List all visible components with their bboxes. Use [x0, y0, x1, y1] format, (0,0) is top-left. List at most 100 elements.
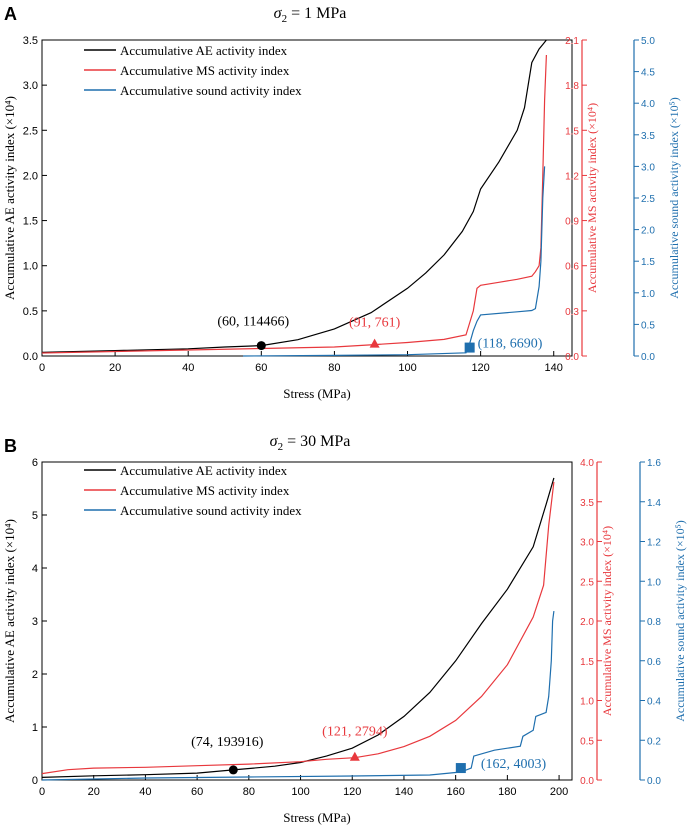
y-tick-label-ms: 2.0	[580, 617, 594, 628]
y-tick-label-sound: 3.0	[641, 162, 655, 173]
y-tick-label-sound: 1.2	[647, 538, 661, 549]
y-tick-label-ae: 2.0	[23, 170, 38, 182]
panel-label-b: B	[4, 436, 17, 456]
x-tick-label: 80	[328, 362, 340, 374]
y-tick-label-ms: 2.1	[565, 36, 579, 47]
annotation-marker-square	[464, 342, 475, 353]
y-tick-label-sound: 0.4	[647, 697, 661, 708]
y-tick-label-ae: 2	[32, 669, 38, 681]
y-axis-label-ms: Accumulative MS activity index (×10⁴)	[585, 103, 599, 293]
panel-a: A σ2 = 1 MPa 0 20 40 60 80 100 120 140 Stress (M…	[2, 4, 681, 401]
y-tick-label-ms: 0.5	[580, 736, 594, 747]
y-tick-label-ms: 2.5	[580, 577, 594, 588]
y-tick-label-sound: 4.5	[641, 68, 655, 79]
y-tick-label-sound: 1.5	[641, 257, 655, 268]
y-axis-label-ae: Accumulative AE activity index (×10⁴)	[2, 519, 17, 723]
legend-label: Accumulative MS activity index	[120, 63, 290, 78]
x-tick-label: 0	[39, 362, 45, 374]
y-tick-label-sound: 2.5	[641, 194, 655, 205]
y-tick-label-sound: 1.0	[647, 577, 661, 588]
y-tick-label-sound: 3.5	[641, 131, 655, 142]
y-tick-label-sound: 0.5	[641, 320, 655, 331]
y-axis-label-ms: Accumulative MS activity index (×10⁴)	[600, 526, 614, 716]
legend-label: Accumulative AE activity index	[120, 43, 288, 58]
y-tick-label-ms: 1.8	[565, 81, 579, 92]
x-tick-label: 180	[498, 786, 516, 798]
panel-b: B σ2 = 30 MPa 0 20 40 60 80 100 120 140 160 180 20…	[2, 433, 687, 825]
y-tick-label-ms: 0.9	[565, 217, 579, 228]
y-tick-label-ae: 5	[32, 510, 38, 522]
sound-series-line	[242, 166, 546, 357]
annotation-label: (118, 6690)	[478, 337, 543, 352]
annotation-label: (162, 4003)	[481, 757, 547, 772]
x-tick-label: 120	[471, 362, 489, 374]
x-tick-label: 60	[191, 786, 203, 798]
x-tick-label: 200	[550, 786, 568, 798]
y-tick-label-ae: 1.5	[23, 216, 38, 228]
ae-series-line	[41, 39, 547, 353]
x-tick-label: 20	[88, 786, 100, 798]
y-tick-label-sound: 0.0	[647, 776, 661, 787]
y-tick-label-ms: 0.6	[565, 262, 579, 273]
x-tick-label: 20	[109, 362, 121, 374]
y-tick-label-ae: 3.0	[23, 80, 38, 92]
y-tick-label-ms: 4.0	[580, 458, 594, 469]
x-tick-label: 100	[398, 362, 416, 374]
y-tick-label-ms: 1.0	[580, 697, 594, 708]
x-axis-label: Stress (MPa)	[283, 810, 351, 825]
x-tick-label: 160	[446, 786, 464, 798]
x-tick-label: 100	[291, 786, 309, 798]
y-tick-label-ms: 1.2	[565, 171, 579, 182]
legend-label: Accumulative AE activity index	[120, 463, 288, 478]
annotation-label: (74, 193916)	[191, 735, 264, 750]
y-tick-label-ae: 0.0	[23, 351, 38, 363]
annotation-label: (60, 114466)	[217, 315, 289, 330]
panel-label-a: A	[4, 4, 17, 24]
ms-series-line	[41, 481, 555, 775]
y-tick-label-sound: 2.0	[641, 226, 655, 237]
x-tick-label: 40	[182, 362, 194, 374]
x-tick-label: 140	[545, 362, 563, 374]
y-tick-label-ae: 3	[32, 616, 38, 628]
y-tick-label-ae: 0	[32, 775, 38, 787]
y-axis-label-sound: Accumulative sound activity index (×10⁵)	[673, 520, 687, 722]
y-tick-label-sound: 1.4	[647, 498, 661, 509]
y-tick-label-sound: 0.8	[647, 617, 661, 628]
sound-series-line	[41, 611, 555, 781]
annotation-marker-triangle	[369, 338, 380, 348]
y-tick-label-ms: 1.5	[565, 126, 579, 137]
x-tick-label: 60	[255, 362, 267, 374]
annotation-label: (91, 761)	[349, 316, 401, 331]
legend-label: Accumulative sound activity index	[120, 83, 302, 98]
y-axis-label-ae: Accumulative AE activity index (×10⁴)	[2, 96, 17, 300]
annotation-marker-square	[455, 763, 466, 774]
x-tick-label: 140	[395, 786, 413, 798]
y-tick-label-ms: 0.3	[565, 307, 579, 318]
annotation-label: (121, 2794)	[322, 725, 388, 740]
annotation-marker-circle	[256, 341, 266, 351]
y-tick-label-ae: 3.5	[23, 35, 38, 47]
y-tick-label-ms: 3.5	[580, 498, 594, 509]
x-tick-label: 80	[243, 786, 255, 798]
ms-series-line	[41, 54, 547, 354]
legend-label: Accumulative sound activity index	[120, 503, 302, 518]
y-tick-label-ae: 4	[32, 563, 38, 575]
x-tick-label: 40	[139, 786, 151, 798]
y-tick-label-sound: 1.0	[641, 289, 655, 300]
y-tick-label-sound: 5.0	[641, 36, 655, 47]
y-tick-label-ae: 2.5	[23, 125, 38, 137]
y-tick-label-ms: 1.5	[580, 657, 594, 668]
y-axis-label-sound: Accumulative sound activity index (×10⁵)	[667, 97, 681, 299]
y-tick-label-sound: 0.2	[647, 736, 661, 747]
y-tick-label-sound: 0.6	[647, 657, 661, 668]
annotation-marker-triangle	[349, 751, 360, 761]
y-tick-label-ms: 0.0	[580, 776, 594, 787]
y-tick-label-sound: 0.0	[641, 352, 655, 363]
y-tick-label-ae: 1	[32, 722, 38, 734]
annotation-marker-circle	[228, 765, 238, 775]
y-tick-label-ae: 6	[32, 457, 38, 469]
y-tick-label-ms: 3.0	[580, 538, 594, 549]
chart-title-b: σ2 = 30 MPa	[270, 433, 351, 453]
y-tick-label-ae: 0.5	[23, 306, 38, 318]
legend-label: Accumulative MS activity index	[120, 483, 290, 498]
